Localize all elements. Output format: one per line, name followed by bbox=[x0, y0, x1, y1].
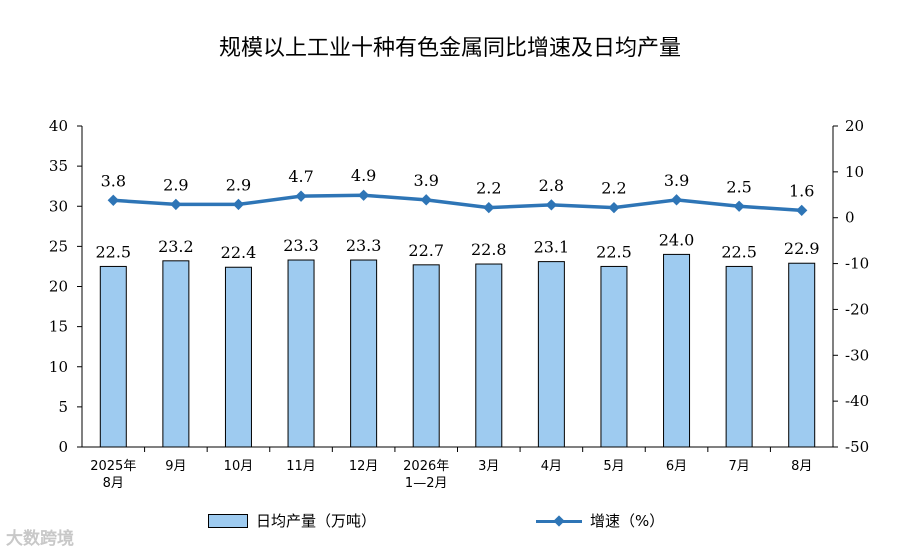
x-tick-label: 8月 bbox=[791, 459, 812, 474]
x-tick-label: 4月 bbox=[541, 459, 562, 474]
x-tick-label: 8月 bbox=[103, 476, 124, 491]
x-tick-label: 10月 bbox=[224, 459, 254, 474]
line-data-label: 2.2 bbox=[601, 179, 626, 198]
y-left-tick-label: 25 bbox=[49, 237, 68, 255]
y-left-tick-label: 10 bbox=[49, 358, 68, 376]
x-tick-label: 3月 bbox=[478, 459, 499, 474]
legend-bar-label: 日均产量（万吨） bbox=[256, 512, 377, 530]
x-tick-label: 11月 bbox=[286, 459, 316, 474]
bar bbox=[600, 265, 628, 448]
line-data-label: 4.9 bbox=[351, 166, 376, 185]
legend-line-swatch bbox=[536, 514, 582, 528]
bar-data-label: 22.8 bbox=[471, 240, 507, 259]
line-point bbox=[733, 200, 745, 212]
bar-data-label: 22.5 bbox=[721, 242, 757, 261]
line-data-label: 3.8 bbox=[101, 171, 126, 190]
y-left-tick-label: 0 bbox=[58, 438, 68, 456]
y-right-tick-label: -40 bbox=[845, 392, 869, 410]
legend-item-bar: 日均产量（万吨） bbox=[208, 510, 376, 531]
line-point bbox=[170, 198, 182, 211]
y-right-tick-label: -10 bbox=[845, 255, 869, 273]
bar-data-label: 23.1 bbox=[534, 238, 570, 257]
line-data-label: 4.7 bbox=[288, 167, 313, 186]
y-left-tick-label: 30 bbox=[49, 197, 68, 215]
y-right-tick-label: -20 bbox=[845, 300, 869, 318]
y-left-tick-label: 5 bbox=[58, 398, 68, 416]
line-data-label: 3.9 bbox=[413, 171, 438, 190]
legend-line-label: 增速（%） bbox=[590, 512, 665, 530]
bar bbox=[224, 266, 252, 448]
line-point bbox=[295, 190, 307, 202]
bar-data-label: 24.0 bbox=[659, 230, 695, 249]
bar bbox=[725, 265, 753, 448]
x-tick-label: 2026年 bbox=[403, 459, 449, 474]
bar-data-label: 22.9 bbox=[784, 239, 820, 258]
bar-data-label: 23.3 bbox=[283, 236, 319, 255]
y-right-tick-label: 0 bbox=[845, 209, 855, 227]
bar-series bbox=[99, 253, 816, 448]
bar-data-label: 22.5 bbox=[596, 242, 632, 261]
bar bbox=[99, 265, 127, 448]
line-point bbox=[107, 194, 119, 206]
axes: 0 5 10 15 20 25 30 35 40 -50 -40 -30 -20 -10 0 10 20 2025… bbox=[49, 117, 869, 491]
bar-data-label: 23.3 bbox=[346, 236, 382, 255]
legend-item-line: 增速（%） bbox=[536, 510, 664, 531]
line-data-label: 2.5 bbox=[726, 177, 751, 196]
y-right-tick-label: -30 bbox=[845, 346, 869, 364]
bar-data-label: 22.5 bbox=[95, 242, 131, 261]
line-data-label: 2.9 bbox=[226, 175, 251, 194]
x-tick-label: 6月 bbox=[666, 459, 687, 474]
bar-data-label: 22.7 bbox=[408, 241, 444, 260]
bar bbox=[162, 260, 190, 448]
bar bbox=[537, 261, 565, 448]
x-tick-label: 7月 bbox=[728, 459, 749, 474]
line-data-label: 3.9 bbox=[664, 171, 689, 190]
bar bbox=[788, 262, 816, 448]
x-tick-label: 9月 bbox=[165, 459, 186, 474]
chart-title: 规模以上工业十种有色金属同比增速及日均产量 bbox=[218, 36, 681, 61]
x-tick-label: 12月 bbox=[349, 459, 379, 474]
bar bbox=[663, 253, 691, 448]
line-point bbox=[608, 201, 620, 214]
line-point bbox=[357, 189, 370, 201]
line-point bbox=[670, 194, 683, 206]
y-left-tick-label: 40 bbox=[49, 117, 68, 135]
line-point bbox=[545, 199, 558, 211]
y-right-tick-label: 10 bbox=[845, 163, 864, 181]
line-point bbox=[232, 198, 245, 211]
line-data-label: 2.8 bbox=[539, 176, 564, 195]
watermark: 大数跨境 bbox=[6, 529, 74, 549]
line-point bbox=[796, 204, 808, 217]
line-series bbox=[107, 189, 808, 217]
legend-bar-swatch bbox=[208, 513, 248, 528]
bar bbox=[475, 263, 503, 448]
y-right-tick-label: 20 bbox=[845, 117, 864, 135]
line-data-label: 1.6 bbox=[789, 181, 814, 200]
line-point bbox=[483, 201, 495, 214]
x-tick-label: 2025年 bbox=[90, 459, 136, 474]
line-point bbox=[420, 194, 432, 206]
bar bbox=[287, 259, 315, 448]
bar-data-label: 22.4 bbox=[221, 243, 257, 262]
bar-data-label: 23.2 bbox=[158, 237, 194, 256]
bar bbox=[412, 264, 440, 448]
data-labels: 22.5 23.2 22.4 23.3 23.3 22.7 22.8 23.1 22.5 24.0… bbox=[95, 166, 819, 262]
bar bbox=[350, 259, 378, 448]
line-data-label: 2.2 bbox=[476, 179, 501, 198]
line-data-label: 2.9 bbox=[163, 175, 188, 194]
y-left-tick-label: 35 bbox=[49, 157, 68, 175]
growth-line bbox=[113, 193, 802, 213]
y-right-tick-label: -50 bbox=[845, 438, 869, 456]
x-tick-label: 1—2月 bbox=[405, 476, 448, 491]
x-tick-label: 5月 bbox=[603, 459, 624, 474]
y-left-tick-label: 20 bbox=[49, 278, 68, 296]
y-left-tick-label: 15 bbox=[49, 318, 68, 336]
